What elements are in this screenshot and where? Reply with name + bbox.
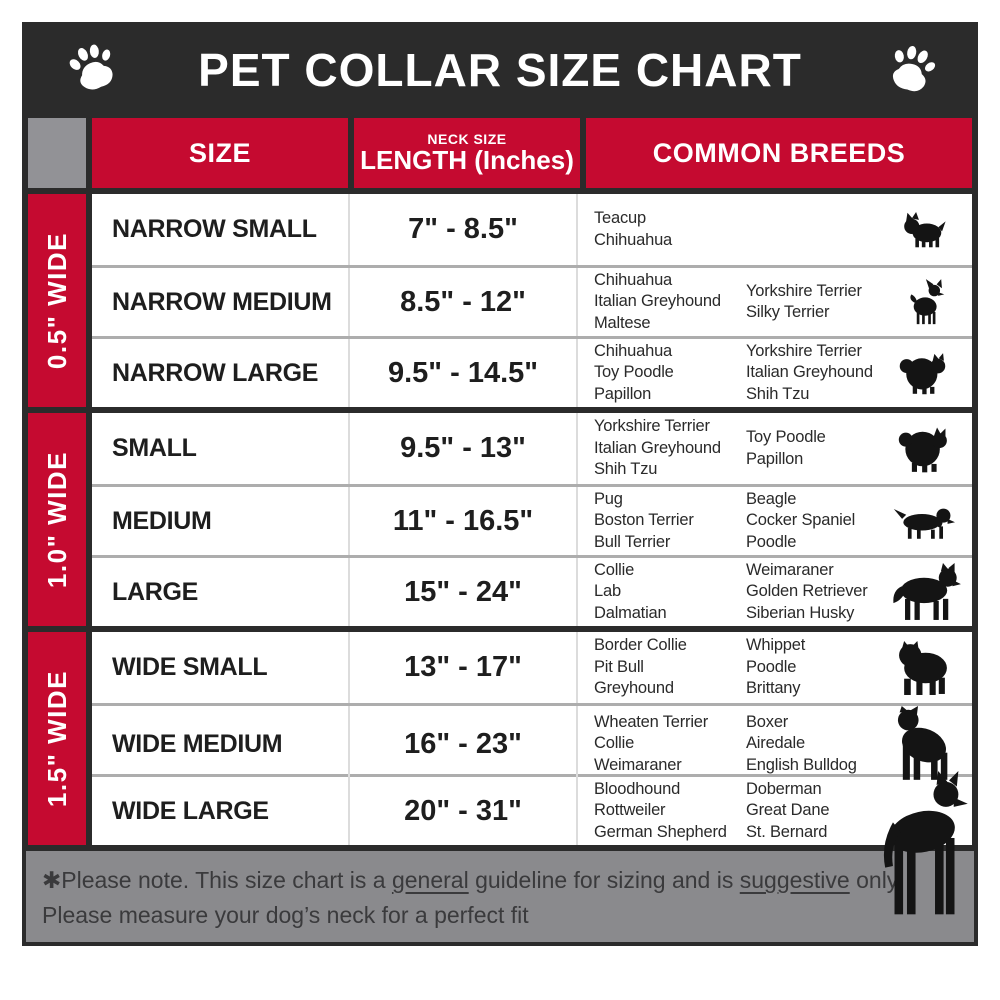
size-cell: NARROW LARGE bbox=[92, 339, 350, 407]
underlined-word: general bbox=[391, 867, 469, 893]
length-cell: 15" - 24" bbox=[350, 558, 578, 626]
footer-note-line2: Please measure your dog’s neck for a per… bbox=[42, 901, 529, 928]
breeds-cell: Chihuahua Italian Greyhound Maltese York… bbox=[578, 268, 972, 336]
chart-board: PET COLLAR SIZE CHART SIZE bbox=[22, 22, 978, 946]
breeds-cell: Bloodhound Rottweiler German Shepherd Do… bbox=[578, 771, 972, 915]
length-cell: 7" - 8.5" bbox=[350, 194, 578, 265]
chart-dark-frame: PET COLLAR SIZE CHART SIZE bbox=[22, 22, 978, 915]
width-group-10: 1.0" WIDE SMALL 9.5" - 13" Yorkshire Ter… bbox=[28, 413, 972, 626]
footer-note: ✱Please note. This size chart is a gener… bbox=[22, 851, 978, 946]
group-rows: NARROW SMALL 7" - 8.5" Teacup Chihuahua bbox=[92, 194, 972, 407]
breeds-list-1: Teacup Chihuahua bbox=[594, 209, 673, 249]
table-row: MEDIUM 11" - 16.5" Pug Boston Terrier Bu… bbox=[92, 484, 972, 555]
size-cell: MEDIUM bbox=[92, 487, 350, 555]
width-group-05: 0.5" WIDE NARROW SMALL 7" - 8.5" Teacup … bbox=[28, 194, 972, 407]
table-row: NARROW SMALL 7" - 8.5" Teacup Chihuahua bbox=[92, 194, 972, 265]
width-group-15: 1.5" WIDE WIDE SMALL 13" - 17" Border Co… bbox=[28, 632, 972, 915]
group-rows: WIDE SMALL 13" - 17" Border Collie Pit B… bbox=[92, 632, 972, 915]
doberman-icon bbox=[876, 771, 972, 915]
pomeranian-icon bbox=[876, 339, 972, 407]
table-row: SMALL 9.5" - 13" Yorkshire Terrier Itali… bbox=[92, 413, 972, 484]
size-cell: WIDE SMALL bbox=[92, 632, 350, 703]
length-cell: 13" - 17" bbox=[350, 632, 578, 703]
boxer-icon bbox=[876, 706, 972, 782]
table-row: NARROW LARGE 9.5" - 14.5" Chihuahua Toy … bbox=[92, 336, 972, 407]
width-band-05: 0.5" WIDE bbox=[28, 194, 86, 407]
length-cell: 16" - 23" bbox=[350, 706, 578, 782]
size-cell: NARROW MEDIUM bbox=[92, 268, 350, 336]
width-band-15: 1.5" WIDE bbox=[28, 632, 86, 845]
breeds-list-2: Toy Poodle Papillon bbox=[746, 428, 826, 468]
table-header-row: SIZE NECK SIZE LENGTH (Inches) COMMON BR… bbox=[28, 118, 972, 188]
width-band-10: 1.0" WIDE bbox=[28, 413, 86, 626]
breeds-list-1: Chihuahua Toy Poodle Papillon bbox=[594, 341, 674, 403]
page-title: PET COLLAR SIZE CHART bbox=[198, 44, 802, 96]
breeds-cell: Pug Boston Terrier Bull Terrier Beagle C… bbox=[578, 487, 972, 555]
table-row: WIDE LARGE 20" - 31" bbox=[92, 771, 972, 915]
breeds-list-2: Beagle Cocker Spaniel Poodle bbox=[746, 489, 856, 551]
breeds-list-1: Collie Lab Dalmatian bbox=[594, 560, 667, 622]
column-header-common-breeds: COMMON BREEDS bbox=[586, 118, 972, 188]
breeds-cell: Collie Lab Dalmatian Weimaraner Golden R… bbox=[578, 558, 972, 626]
beagle-icon bbox=[876, 487, 972, 555]
size-cell: SMALL bbox=[92, 413, 350, 484]
breeds-list-1: Bloodhound Rottweiler German Shepherd bbox=[594, 779, 727, 841]
corner-cell bbox=[28, 118, 86, 188]
size-cell: WIDE MEDIUM bbox=[92, 706, 350, 782]
length-cell: 9.5" - 14.5" bbox=[350, 339, 578, 407]
breeds-cell: Border Collie Pit Bull Greyhound Whippet… bbox=[578, 632, 972, 703]
pekingese-icon bbox=[876, 413, 972, 484]
breeds-cell: Wheaten Terrier Collie Weimaraner Boxer … bbox=[578, 706, 972, 782]
bulldog-icon bbox=[876, 632, 972, 703]
size-cell: LARGE bbox=[92, 558, 350, 626]
length-cell: 8.5" - 12" bbox=[350, 268, 578, 336]
underlined-word: suggestive bbox=[739, 867, 850, 893]
breeds-list-2: Doberman Great Dane St. Bernard bbox=[746, 779, 830, 841]
breeds-list-2: Yorkshire Terrier Silky Terrier bbox=[746, 281, 862, 321]
breeds-list-1: Wheaten Terrier Collie Weimaraner bbox=[594, 712, 709, 774]
paw-icon bbox=[62, 42, 120, 103]
breeds-list-1: Chihuahua Italian Greyhound Maltese bbox=[594, 270, 721, 332]
breeds-list-1: Yorkshire Terrier Italian Greyhound Shih… bbox=[594, 417, 721, 479]
breeds-list-2: Weimaraner Golden Retriever Siberian Hus… bbox=[746, 560, 868, 622]
width-band-label: 1.0" WIDE bbox=[41, 450, 72, 589]
paw-icon bbox=[880, 42, 938, 103]
length-cell: 9.5" - 13" bbox=[350, 413, 578, 484]
length-cell: 20" - 31" bbox=[350, 777, 578, 845]
table-row: NARROW MEDIUM 8.5" - 12" Chihuahua Itali… bbox=[92, 265, 972, 336]
breeds-list-2: Boxer Airedale English Bulldog bbox=[746, 712, 857, 774]
breeds-list-2: Yorkshire Terrier Italian Greyhound Shih… bbox=[746, 341, 873, 403]
width-band-label: 1.5" WIDE bbox=[41, 669, 72, 808]
husky-icon bbox=[876, 558, 972, 626]
breeds-list-2: Whippet Poodle Brittany bbox=[746, 636, 806, 698]
breeds-cell: Teacup Chihuahua bbox=[578, 194, 972, 265]
footer-note-line1: ✱Please note. This size chart is a gener… bbox=[42, 867, 903, 893]
yorkie-icon bbox=[876, 194, 972, 265]
table-row: WIDE SMALL 13" - 17" Border Collie Pit B… bbox=[92, 632, 972, 703]
breeds-cell: Chihuahua Toy Poodle Papillon Yorkshire … bbox=[578, 339, 972, 407]
group-rows: SMALL 9.5" - 13" Yorkshire Terrier Itali… bbox=[92, 413, 972, 626]
breeds-list-1: Border Collie Pit Bull Greyhound bbox=[594, 636, 687, 698]
chihuahua-icon bbox=[876, 268, 972, 336]
size-cell: WIDE LARGE bbox=[92, 777, 350, 845]
width-band-label: 0.5" WIDE bbox=[41, 231, 72, 370]
size-cell: NARROW SMALL bbox=[92, 194, 350, 265]
length-cell: 11" - 16.5" bbox=[350, 487, 578, 555]
title-bar: PET COLLAR SIZE CHART bbox=[28, 22, 972, 118]
breeds-cell: Yorkshire Terrier Italian Greyhound Shih… bbox=[578, 413, 972, 484]
table-row: LARGE 15" - 24" Collie Lab Dalmatian Wei… bbox=[92, 555, 972, 626]
table-row: WIDE MEDIUM 16" - 23" Wheaten Terrier Co… bbox=[92, 703, 972, 782]
breeds-list-1: Pug Boston Terrier Bull Terrier bbox=[594, 489, 694, 551]
column-header-neck-length: NECK SIZE LENGTH (Inches) bbox=[354, 118, 580, 188]
column-header-size: SIZE bbox=[92, 118, 348, 188]
